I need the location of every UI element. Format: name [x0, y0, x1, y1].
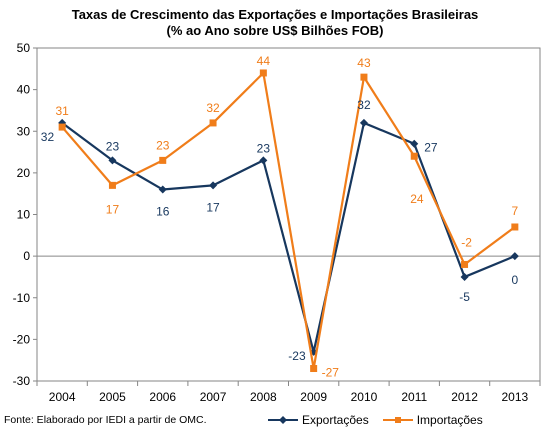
data-label-exportacoes: -5 — [459, 290, 470, 304]
data-label-importacoes: 23 — [156, 138, 170, 152]
data-point-exportacoes — [209, 181, 218, 190]
x-tick-label: 2012 — [451, 390, 478, 404]
y-tick-label: 20 — [17, 166, 31, 180]
data-point-exportacoes — [359, 118, 368, 127]
data-label-exportacoes: 32 — [357, 98, 371, 112]
data-label-importacoes: 43 — [357, 56, 371, 70]
data-point-importacoes — [310, 365, 318, 373]
y-tick-label: -30 — [13, 374, 31, 388]
data-label-exportacoes: 23 — [257, 141, 271, 155]
legend-item-importacoes: Importações — [382, 413, 483, 427]
data-point-importacoes — [360, 73, 368, 81]
data-point-importacoes — [259, 69, 267, 77]
y-tick-label: -20 — [13, 332, 31, 346]
data-label-importacoes: 32 — [206, 101, 220, 115]
data-label-exportacoes: 32 — [41, 130, 55, 144]
x-tick-label: 2007 — [200, 390, 227, 404]
data-point-exportacoes — [410, 139, 419, 148]
source-note: Fonte: Elaborado por IEDI a partir de OM… — [4, 414, 207, 426]
x-tick-label: 2010 — [351, 390, 378, 404]
x-tick-label: 2005 — [99, 390, 126, 404]
data-label-exportacoes: 27 — [424, 141, 438, 155]
data-point-exportacoes — [460, 272, 469, 281]
data-point-importacoes — [410, 152, 418, 160]
x-tick-label: 2006 — [149, 390, 176, 404]
legend: Exportações Importações — [268, 413, 497, 427]
data-point-exportacoes — [158, 185, 167, 194]
data-label-importacoes: -27 — [322, 366, 340, 380]
data-label-importacoes: 17 — [106, 202, 120, 216]
x-tick-label: 2011 — [401, 390, 427, 404]
data-label-exportacoes: 0 — [512, 273, 519, 287]
y-tick-label: 10 — [17, 208, 31, 222]
y-tick-label: 40 — [17, 83, 31, 97]
y-tick-label: 50 — [17, 41, 31, 55]
data-label-importacoes: 44 — [257, 54, 271, 68]
data-label-importacoes: 31 — [55, 104, 69, 118]
legend-swatch-importacoes — [382, 417, 413, 423]
data-point-importacoes — [159, 156, 167, 164]
data-label-exportacoes: 17 — [206, 200, 220, 214]
legend-swatch-exportacoes — [268, 416, 298, 424]
chart-title-line-2: (% ao Ano sobre US$ Bilhões FOB) — [166, 23, 384, 38]
data-point-exportacoes — [259, 156, 268, 165]
data-point-importacoes — [461, 260, 469, 268]
legend-item-exportacoes: Exportações — [268, 413, 369, 427]
series-line-exportacoes — [61, 121, 516, 353]
data-label-importacoes: 24 — [410, 192, 424, 206]
data-point-exportacoes — [108, 156, 117, 165]
y-tick-label: -10 — [13, 291, 31, 305]
data-point-importacoes — [209, 119, 217, 127]
x-tick-label: 2004 — [49, 390, 76, 404]
y-tick-label: 30 — [17, 124, 31, 138]
x-tick-label: 2009 — [300, 390, 327, 404]
chart-title-line-1: Taxas de Crescimento das Exportações e I… — [71, 7, 479, 22]
data-label-importacoes: 7 — [512, 204, 519, 218]
y-tick-label: 0 — [23, 249, 30, 263]
data-label-exportacoes: 16 — [156, 205, 170, 219]
legend-label-importacoes: Importações — [416, 413, 483, 427]
data-point-exportacoes — [510, 252, 519, 261]
legend-label-exportacoes: Exportações — [302, 413, 369, 427]
data-point-importacoes — [108, 181, 116, 189]
data-label-importacoes: -2 — [461, 235, 472, 249]
series-line-importacoes — [61, 71, 516, 370]
data-point-importacoes — [511, 223, 519, 231]
data-point-importacoes — [58, 123, 66, 131]
data-label-exportacoes: 23 — [106, 139, 120, 153]
x-tick-label: 2013 — [501, 390, 528, 404]
x-tick-label: 2008 — [250, 390, 277, 404]
data-label-exportacoes: -23 — [288, 349, 306, 363]
chart-title: Taxas de Crescimento das Exportações e I… — [0, 7, 550, 39]
